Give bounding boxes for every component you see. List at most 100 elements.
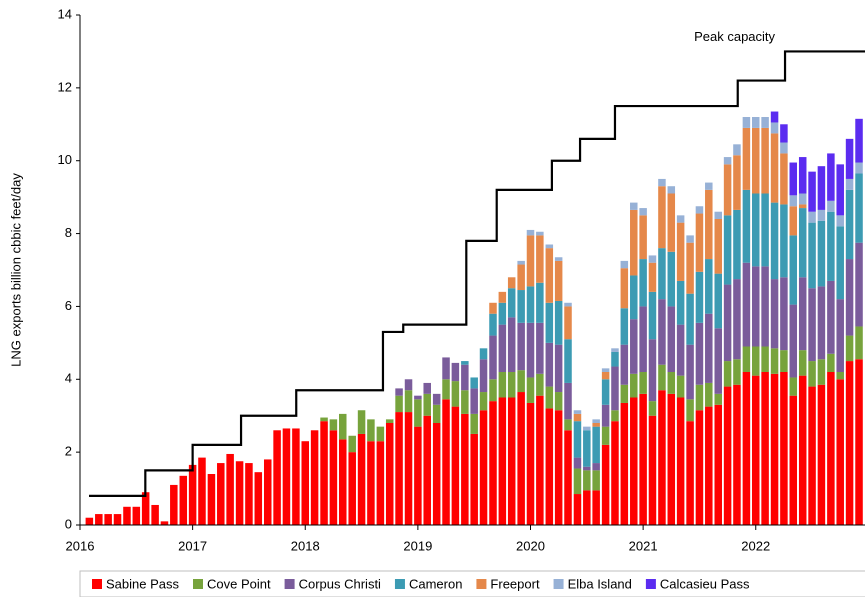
bar-segment <box>611 348 619 352</box>
bar-segment <box>695 213 704 272</box>
bar-segment <box>789 195 798 207</box>
bar-segment <box>751 375 760 525</box>
bar-segment <box>667 393 676 525</box>
legend-swatch <box>553 579 564 589</box>
bar-segment <box>188 464 197 525</box>
bar-segment <box>770 373 779 525</box>
bar-segment <box>733 279 741 360</box>
legend-swatch <box>394 579 405 589</box>
bar-segment <box>630 209 638 276</box>
bar-segment <box>639 215 647 260</box>
y-tick-label: 12 <box>58 79 72 94</box>
bar-segment <box>667 306 676 372</box>
bar-segment <box>845 361 854 525</box>
bar-segment <box>770 111 779 123</box>
bar-segment <box>385 423 394 525</box>
bar-segment <box>780 350 788 372</box>
bar-segment <box>170 484 178 525</box>
bar-segment <box>686 421 694 525</box>
bar-segment <box>817 286 826 360</box>
bar-segment <box>723 386 732 525</box>
x-tick-label: 2020 <box>516 538 545 553</box>
bar-segment <box>770 122 779 134</box>
bar-segment <box>761 266 769 347</box>
bar-segment <box>620 260 629 269</box>
bar-segment <box>845 259 854 336</box>
bar-segment <box>648 339 657 402</box>
bar-segment <box>339 413 347 440</box>
bar-segment <box>667 372 676 394</box>
bar-segment <box>733 144 741 156</box>
bar-segment <box>705 182 713 190</box>
bar-segment <box>292 428 300 525</box>
bar-segment <box>601 372 610 380</box>
bar-segment <box>780 153 788 205</box>
bar-segment <box>451 406 460 525</box>
bar-segment <box>583 430 591 467</box>
bar-segment <box>583 426 591 431</box>
bar-segment <box>423 393 431 416</box>
bar-segment <box>770 133 779 203</box>
bar-segment <box>423 415 431 525</box>
bar-segment <box>507 288 516 318</box>
bar-segment <box>235 461 244 525</box>
bar-segment <box>451 362 460 382</box>
bar-segment <box>770 279 779 349</box>
bar-segment <box>798 193 807 205</box>
bar-segment <box>404 390 413 413</box>
bar-segment <box>808 211 816 223</box>
bar-segment <box>667 251 676 307</box>
bar-segment <box>695 322 704 385</box>
bar-segment <box>658 364 666 391</box>
bar-segment <box>592 490 600 525</box>
x-tick-label: 2018 <box>291 538 320 553</box>
bar-segment <box>160 521 169 525</box>
bar-segment <box>742 127 751 190</box>
bar-segment <box>676 222 685 281</box>
bar-segment <box>751 117 760 128</box>
bar-segment <box>526 322 535 378</box>
bar-segment <box>630 319 638 374</box>
bar-segment <box>583 466 591 471</box>
bar-segment <box>761 117 769 128</box>
bar-segment <box>630 202 638 210</box>
bar-segment <box>658 186 666 249</box>
bar-segment <box>479 348 488 360</box>
bar-segment <box>498 291 507 303</box>
bar-segment <box>761 127 769 194</box>
bar-segment <box>573 413 582 422</box>
bar-segment <box>686 293 694 345</box>
bar-segment <box>798 350 807 376</box>
bar-segment <box>113 514 122 525</box>
legend-swatch <box>645 579 656 589</box>
bar-segment <box>761 193 769 267</box>
bar-segment <box>845 335 854 362</box>
bar-segment <box>620 268 629 309</box>
y-tick-label: 2 <box>65 444 72 459</box>
bar-segment <box>705 313 713 383</box>
bar-segment <box>554 410 563 525</box>
bar-segment <box>601 379 610 405</box>
bar-segment <box>461 361 469 365</box>
bar-segment <box>733 359 741 385</box>
bar-segment <box>695 410 704 525</box>
bar-segment <box>367 419 375 442</box>
x-tick-label: 2022 <box>741 538 770 553</box>
bar-segment <box>554 300 563 345</box>
line-annotation: Peak capacity <box>694 29 775 44</box>
bar-segment <box>836 372 844 380</box>
bar-segment <box>141 492 150 525</box>
bar-segment <box>742 117 751 128</box>
bar-segment <box>751 266 760 347</box>
bar-segment <box>432 404 441 423</box>
bar-segment <box>686 344 694 400</box>
bar-segment <box>686 242 694 294</box>
legend-swatch <box>92 579 102 589</box>
bar-segment <box>676 324 685 376</box>
legend-swatch <box>193 579 203 589</box>
bar-segment <box>639 208 647 216</box>
legend-swatch <box>284 579 295 589</box>
bar-segment <box>817 209 826 221</box>
bar-segment <box>451 381 460 407</box>
bar-segment <box>798 204 807 209</box>
